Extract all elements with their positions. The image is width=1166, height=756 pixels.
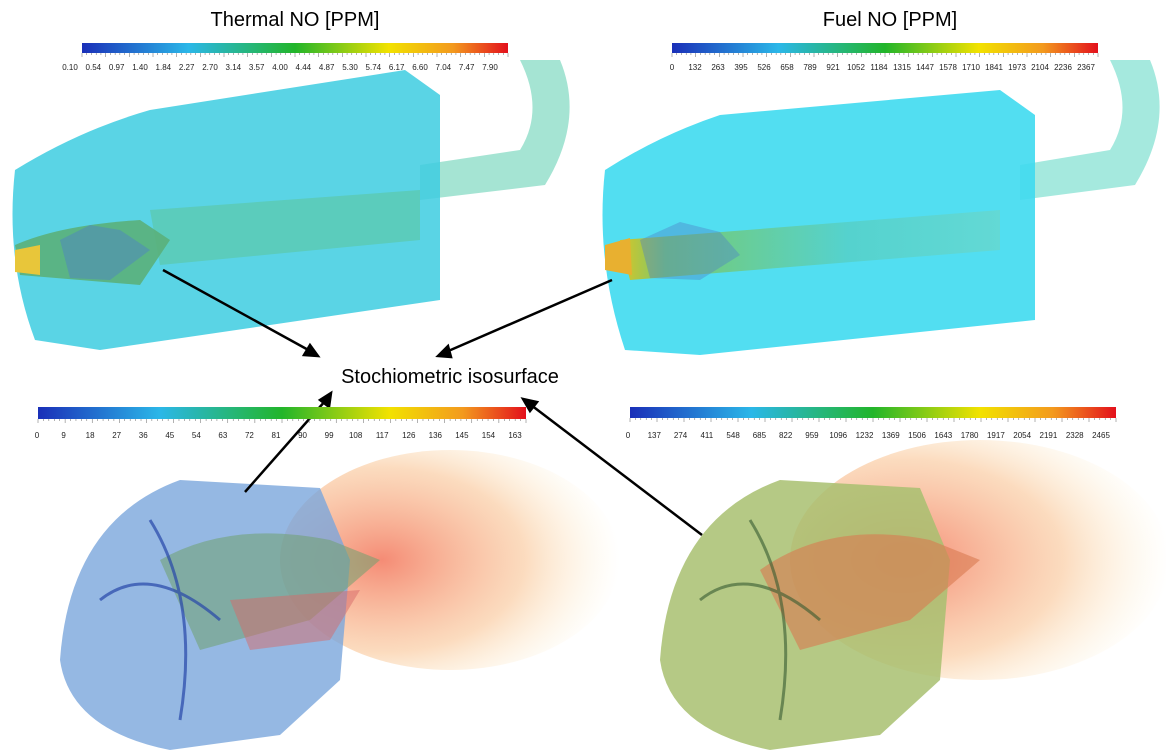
- colorbar-tick-label: 126: [402, 431, 416, 440]
- colorbar-tick-label: 136: [429, 431, 443, 440]
- colorbar-tick-label: 2.27: [179, 63, 195, 72]
- colorbar-tick-label: 154: [482, 431, 496, 440]
- colorbar-tick-label: 2054: [1013, 431, 1031, 440]
- colorbar-tick-label: 117: [376, 431, 389, 440]
- colorbar-tick-label: 1973: [1008, 63, 1026, 72]
- colorbar-tick-label: 137: [648, 431, 662, 440]
- colorbar-tick-label: 36: [139, 431, 148, 440]
- panel-title: Fuel NO [PPM]: [823, 9, 957, 31]
- colorbar-tick-label: 685: [753, 431, 767, 440]
- fuel-render: [603, 60, 1160, 355]
- colorbar-tick-label: 0.54: [86, 63, 102, 72]
- colorbar-tick-label: 0: [670, 63, 675, 72]
- colorbar-tick-label: 0.10: [62, 63, 78, 72]
- colorbar-tick-label: 959: [805, 431, 819, 440]
- colorbar-tick-label: 921: [826, 63, 840, 72]
- colorbar-tick-label: 3.57: [249, 63, 265, 72]
- colorbar-tick-label: 5.74: [366, 63, 382, 72]
- colorbar-tick-label: 1643: [934, 431, 952, 440]
- colorbar-tick-label: 1184: [870, 63, 888, 72]
- colorbar-tick-label: 0: [626, 431, 631, 440]
- colorbar: [672, 43, 1098, 53]
- colorbar-tick-label: 1578: [939, 63, 957, 72]
- colorbar-tick-label: 1232: [856, 431, 874, 440]
- colorbar-tick-label: 2.70: [202, 63, 218, 72]
- colorbar-tick-label: 1917: [987, 431, 1005, 440]
- colorbar: [82, 43, 508, 53]
- colorbar-tick-label: 7.47: [459, 63, 475, 72]
- colorbar-tick-label: 2328: [1066, 431, 1084, 440]
- colorbar-tick-label: 27: [112, 431, 121, 440]
- colorbar-tick-label: 7.04: [436, 63, 452, 72]
- colorbar-tick-label: 1841: [985, 63, 1003, 72]
- colorbar-tick-label: 45: [165, 431, 174, 440]
- colorbar-tick-label: 4.87: [319, 63, 335, 72]
- colorbar-tick-label: 4.00: [272, 63, 288, 72]
- colorbar-tick-label: 1369: [882, 431, 900, 440]
- colorbar-tick-label: 1710: [962, 63, 980, 72]
- colorbar-tick-label: 0.97: [109, 63, 125, 72]
- colorbar-tick-label: 9: [61, 431, 66, 440]
- colorbar-tick-label: 132: [688, 63, 702, 72]
- thermal-isosurface-render: [60, 450, 620, 750]
- colorbar-tick-label: 526: [757, 63, 771, 72]
- colorbar-tick-label: 411: [700, 431, 713, 440]
- colorbar-tick-label: 99: [325, 431, 334, 440]
- colorbar-tick-label: 263: [711, 63, 725, 72]
- panel-title: Thermal NO [PPM]: [211, 9, 380, 31]
- thermal-render: [13, 60, 570, 350]
- colorbar-tick-label: 72: [245, 431, 254, 440]
- colorbar-tick-label: 0: [35, 431, 40, 440]
- colorbar-tick-label: 3.14: [226, 63, 242, 72]
- colorbar-tick-label: 4.44: [296, 63, 312, 72]
- fuel-isosurface-render: [660, 440, 1166, 750]
- colorbar-tick-label: 2191: [1040, 431, 1058, 440]
- colorbar-tick-label: 2465: [1092, 431, 1110, 440]
- colorbar-tick-label: 1052: [847, 63, 865, 72]
- colorbar-tick-label: 6.17: [389, 63, 405, 72]
- colorbar-tick-label: 1315: [893, 63, 911, 72]
- colorbar-tick-label: 63: [218, 431, 227, 440]
- colorbar-tick-label: 395: [734, 63, 748, 72]
- colorbar-tick-label: 2367: [1077, 63, 1095, 72]
- colorbar-tick-label: 822: [779, 431, 793, 440]
- colorbar-tick-label: 54: [192, 431, 201, 440]
- colorbar-tick-label: 163: [508, 431, 522, 440]
- colorbar-tick-label: 1780: [961, 431, 979, 440]
- colorbar-tick-label: 789: [803, 63, 817, 72]
- colorbar-tick-label: 1.84: [156, 63, 172, 72]
- center-label: Stochiometric isosurface: [341, 366, 559, 388]
- colorbar-tick-label: 274: [674, 431, 688, 440]
- colorbar: [630, 407, 1116, 418]
- colorbar-tick-label: 658: [780, 63, 794, 72]
- colorbar-tick-label: 18: [86, 431, 95, 440]
- colorbar: [38, 407, 526, 419]
- colorbar-tick-label: 1096: [829, 431, 847, 440]
- colorbar-tick-label: 7.90: [482, 63, 498, 72]
- colorbar-tick-label: 145: [455, 431, 469, 440]
- colorbar-tick-label: 90: [298, 431, 307, 440]
- colorbar-tick-label: 2104: [1031, 63, 1049, 72]
- figure: Stochiometric isosurface Thermal NO [PPM…: [0, 0, 1166, 756]
- colorbar-tick-label: 108: [349, 431, 363, 440]
- colorbar-tick-label: 1506: [908, 431, 926, 440]
- colorbar-tick-label: 1.40: [132, 63, 148, 72]
- colorbar-tick-label: 81: [272, 431, 281, 440]
- colorbar-tick-label: 548: [726, 431, 740, 440]
- colorbar-tick-label: 2236: [1054, 63, 1072, 72]
- colorbar-tick-label: 1447: [916, 63, 934, 72]
- colorbar-tick-label: 6.60: [412, 63, 428, 72]
- colorbar-tick-label: 5.30: [342, 63, 358, 72]
